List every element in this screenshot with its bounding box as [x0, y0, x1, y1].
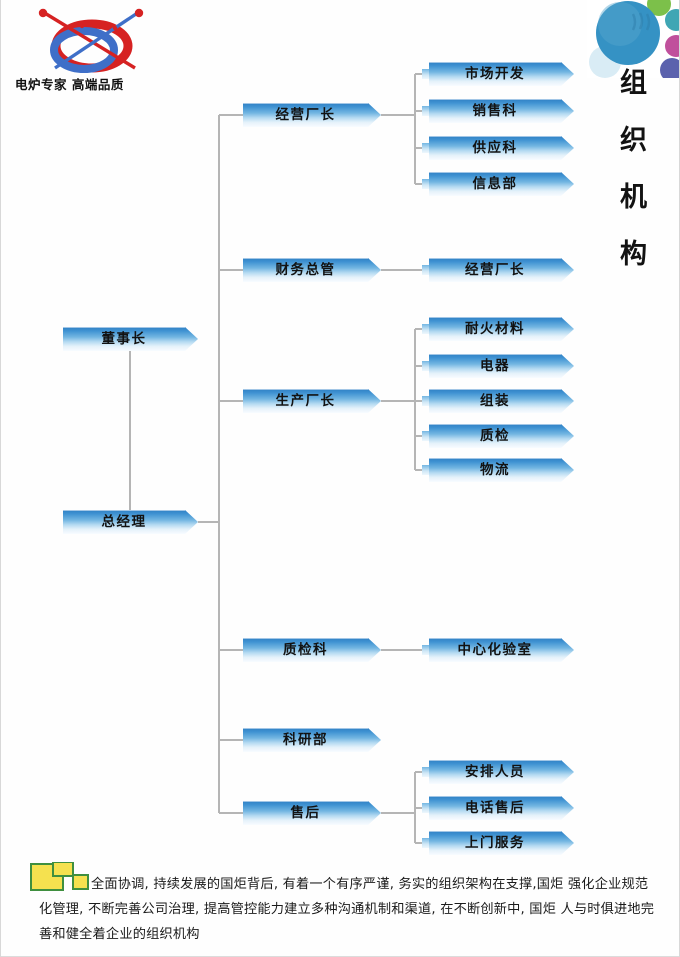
node-label: 财务总管 [275, 262, 336, 278]
node-slab [429, 389, 574, 413]
node-slab [429, 99, 574, 123]
node-information-department[interactable]: 信息部 [422, 172, 574, 196]
node-slab [429, 796, 574, 820]
node-logistics[interactable]: 物流 [422, 458, 574, 482]
node-label: 电话售后 [465, 800, 525, 816]
node-tail [422, 645, 430, 655]
node-staff-dispatch[interactable]: 安排人员 [422, 760, 574, 784]
node-label: 质检 [480, 428, 510, 444]
node-tail [422, 106, 430, 116]
node-quality-department[interactable]: 质检科 [243, 638, 381, 662]
node-slab [243, 103, 381, 127]
node-slab [429, 317, 574, 341]
node-tail [422, 143, 430, 153]
node-supply-department[interactable]: 供应科 [422, 136, 574, 160]
node-slab [429, 760, 574, 784]
node-general-manager[interactable]: 总经理 [63, 510, 198, 534]
color-circles-decoration-icon [587, 0, 679, 78]
company-logo: 电炉专家 高端品质 [9, 4, 194, 102]
node-production-director[interactable]: 生产厂长 [243, 389, 381, 413]
node-slab [429, 638, 574, 662]
title-char-ji: 机 [620, 182, 648, 213]
node-quality-inspection[interactable]: 质检 [422, 424, 574, 448]
node-label: 经营厂长 [465, 262, 525, 278]
node-tail [422, 69, 430, 79]
node-slab [429, 258, 574, 282]
node-central-laboratory[interactable]: 中心化验室 [422, 638, 574, 662]
node-label: 总经理 [101, 514, 147, 530]
node-tail [422, 838, 430, 848]
node-finance-director[interactable]: 财务总管 [243, 258, 381, 282]
node-slab [429, 136, 574, 160]
node-slab [429, 62, 574, 86]
org-chart: 董事长 总经理 经营厂长 财务总管 生产厂长 质检科 [1, 0, 680, 860]
node-electrical[interactable]: 电器 [422, 354, 574, 378]
yellow-green-squares-decoration-icon [30, 862, 89, 891]
node-tail [422, 767, 430, 777]
node-refractory-materials[interactable]: 耐火材料 [422, 317, 574, 341]
node-tail [422, 465, 430, 475]
node-label: 质检科 [283, 642, 328, 658]
logo-tagline: 电炉专家 高端品质 [15, 77, 124, 92]
node-label: 电器 [480, 358, 510, 374]
node-tail [422, 361, 430, 371]
title-char-zu: 组 [620, 68, 648, 99]
node-label: 销售科 [472, 103, 518, 119]
node-tail [422, 431, 430, 441]
node-label: 中心化验室 [457, 642, 533, 658]
node-label: 市场开发 [465, 66, 525, 82]
node-label: 信息部 [472, 176, 518, 192]
node-operations-director-sub[interactable]: 经营厂长 [422, 258, 574, 282]
node-label: 组装 [480, 393, 510, 409]
footer-paragraph: 全面协调, 持续发展的国炬背后, 有着一个有序严谨, 务实的组织架构在支撑,国炬… [39, 877, 655, 942]
node-onsite-service[interactable]: 上门服务 [422, 831, 574, 855]
node-slab [63, 510, 198, 534]
node-label: 供应科 [472, 140, 518, 156]
node-label: 安排人员 [465, 764, 525, 780]
title-char-zhi: 织 [620, 125, 648, 156]
node-slab [429, 172, 574, 196]
node-label: 董事长 [101, 331, 147, 347]
node-label: 上门服务 [465, 835, 525, 851]
node-label: 物流 [480, 462, 510, 478]
node-market-development[interactable]: 市场开发 [422, 62, 574, 86]
node-after-sales[interactable]: 售后 [243, 801, 381, 825]
title-char-gou: 构 [620, 239, 648, 270]
node-slab [63, 327, 198, 351]
node-tail [422, 324, 430, 334]
node-slab [429, 354, 574, 378]
node-label: 经营厂长 [275, 107, 336, 123]
node-slab [243, 728, 381, 752]
node-label: 科研部 [283, 732, 328, 748]
node-label: 生产厂长 [275, 393, 336, 409]
node-slab [243, 801, 381, 825]
node-tail [422, 265, 430, 275]
node-operations-director[interactable]: 经营厂长 [243, 103, 381, 127]
node-slab [243, 258, 381, 282]
electric-furnace-logo-icon [38, 8, 144, 73]
node-tail [422, 179, 430, 189]
node-slab [429, 831, 574, 855]
node-slab [243, 638, 381, 662]
node-research-department[interactable]: 科研部 [243, 728, 381, 752]
node-tail [422, 396, 430, 406]
node-tail [422, 803, 430, 813]
node-slab [243, 389, 381, 413]
page-title: 组织机构 组 织 机 构 [605, 55, 663, 283]
node-assembly[interactable]: 组装 [422, 389, 574, 413]
node-slab [429, 424, 574, 448]
node-sales-department[interactable]: 销售科 [422, 99, 574, 123]
footer-section: 全面协调, 持续发展的国炬背后, 有着一个有序严谨, 务实的组织架构在支撑,国炬… [1, 858, 679, 957]
node-slab [429, 458, 574, 482]
node-label: 耐火材料 [465, 321, 525, 337]
node-phone-after-sales[interactable]: 电话售后 [422, 796, 574, 820]
node-chairman[interactable]: 董事长 [63, 327, 198, 351]
node-label: 售后 [290, 805, 321, 821]
